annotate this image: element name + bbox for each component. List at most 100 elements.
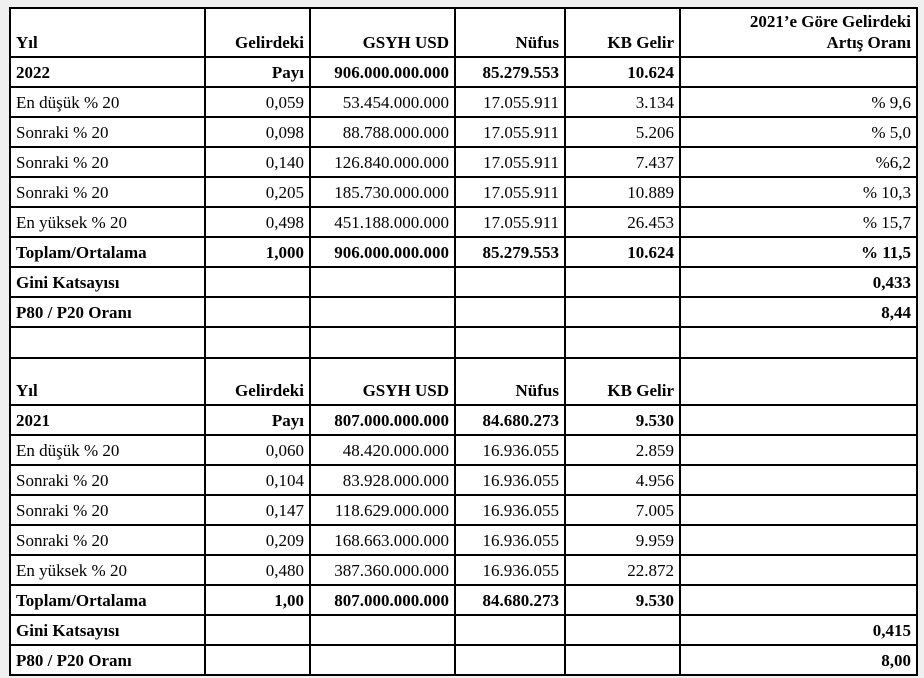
table-cell: 0,498 [204,206,311,238]
table-cell [679,554,918,586]
table-cell: 0,104 [204,464,311,496]
table-cell [564,326,681,359]
table-cell: P80 / P20 Oranı [9,644,206,676]
header-row: Yıl Gelirdeki GSYH USD Nüfus KB Gelir [9,357,918,406]
table-row: En düşük % 20 0,060 48.420.000.000 16.936.0… [9,434,918,466]
table-cell: 9.530 [564,404,681,436]
table-cell [679,56,918,88]
table-cell: 9.530 [564,584,681,616]
table-cell: 0,433 [679,266,918,298]
table-cell: 84.680.273 [454,584,566,616]
table-cell: En düşük % 20 [9,434,206,466]
table-cell [454,326,566,359]
table-row: Toplam/Ortalama 1,00 807.000.000.000 84.680… [9,584,918,616]
table-cell: 16.936.055 [454,464,566,496]
table-cell: 7.005 [564,494,681,526]
table-row: En düşük % 20 0,059 53.454.000.000 17.055.9… [9,86,918,118]
table-cell: 8,00 [679,644,918,676]
table-cell [309,614,456,646]
table-row: Sonraki % 20 0,205 185.730.000.000 17.055.9… [9,176,918,208]
table-cell: 85.279.553 [454,236,566,268]
table-cell: 16.936.055 [454,524,566,556]
table-cell: 17.055.911 [454,116,566,148]
table-cell: 9.959 [564,524,681,556]
table-cell [204,296,311,328]
table-cell: 3.134 [564,86,681,118]
table-cell [454,644,566,676]
table-cell: Sonraki % 20 [9,146,206,178]
table-cell: 17.055.911 [454,146,566,178]
table-row: Toplam/Ortalama 1,000 906.000.000.000 85.27… [9,236,918,268]
column-header [679,357,918,406]
table-cell [204,614,311,646]
table-cell: En yüksek % 20 [9,206,206,238]
table-cell [454,296,566,328]
table-cell: 0,480 [204,554,311,586]
table-cell: 0,140 [204,146,311,178]
column-header: KB Gelir [564,357,681,406]
table-cell: 16.936.055 [454,434,566,466]
table-cell: 17.055.911 [454,86,566,118]
spacer-row [9,326,918,359]
table-cell [309,326,456,359]
table-cell [309,296,456,328]
table-cell: 8,44 [679,296,918,328]
table-row: Sonraki % 20 0,147 118.629.000.000 16.936.0… [9,494,918,526]
table-cell: 84.680.273 [454,404,566,436]
table-cell: Sonraki % 20 [9,494,206,526]
table-cell [679,326,918,359]
table-cell: 10.624 [564,236,681,268]
table-cell [204,266,311,298]
table-cell [564,266,681,298]
table-row: En yüksek % 20 0,498 451.188.000.000 17.055… [9,206,918,238]
table-cell: % 10,3 [679,176,918,208]
table-cell: 168.663.000.000 [309,524,456,556]
table-cell: En yüksek % 20 [9,554,206,586]
table-cell: 26.453 [564,206,681,238]
table-cell: 10.624 [564,56,681,88]
table-cell: 0,209 [204,524,311,556]
column-header: Gelirdeki [204,7,311,58]
column-header: GSYH USD [309,7,456,58]
table-cell: 807.000.000.000 [309,584,456,616]
table-cell: %6,2 [679,146,918,178]
table-cell: 16.936.055 [454,554,566,586]
table-row: Gini Katsayısı 0,415 [9,614,918,646]
table-row: 2022 Payı 906.000.000.000 85.279.553 10.624 [9,56,918,88]
table-cell [679,464,918,496]
table-cell: 185.730.000.000 [309,176,456,208]
table-cell: 1,00 [204,584,311,616]
table-cell [679,434,918,466]
column-header: Yıl [9,357,206,406]
column-header: 2021’e Göre Gelirdeki Artış Oranı [679,7,918,58]
table-cell: 0,415 [679,614,918,646]
table-cell: 4.956 [564,464,681,496]
table-row: Sonraki % 20 0,098 88.788.000.000 17.055.91… [9,116,918,148]
table-row: Gini Katsayısı 0,433 [9,266,918,298]
table-cell [454,614,566,646]
table-cell: Gini Katsayısı [9,266,206,298]
table-cell: % 11,5 [679,236,918,268]
table-cell: 17.055.911 [454,206,566,238]
table-cell: 387.360.000.000 [309,554,456,586]
table-cell [679,404,918,436]
column-header: Nüfus [454,7,566,58]
table-cell [454,266,566,298]
table-cell [679,494,918,526]
table-cell: 2021 [9,404,206,436]
table-cell: Sonraki % 20 [9,524,206,556]
table-cell [679,584,918,616]
table-cell: 5.206 [564,116,681,148]
table-cell: Payı [204,404,311,436]
table-cell: En düşük % 20 [9,86,206,118]
table-cell: Sonraki % 20 [9,464,206,496]
table-cell: 0,147 [204,494,311,526]
column-header: GSYH USD [309,357,456,406]
table-cell: Payı [204,56,311,88]
table-cell: 53.454.000.000 [309,86,456,118]
column-header: Nüfus [454,357,566,406]
table-cell: Toplam/Ortalama [9,584,206,616]
table-cell: 126.840.000.000 [309,146,456,178]
table-cell: 85.279.553 [454,56,566,88]
table-cell: 17.055.911 [454,176,566,208]
